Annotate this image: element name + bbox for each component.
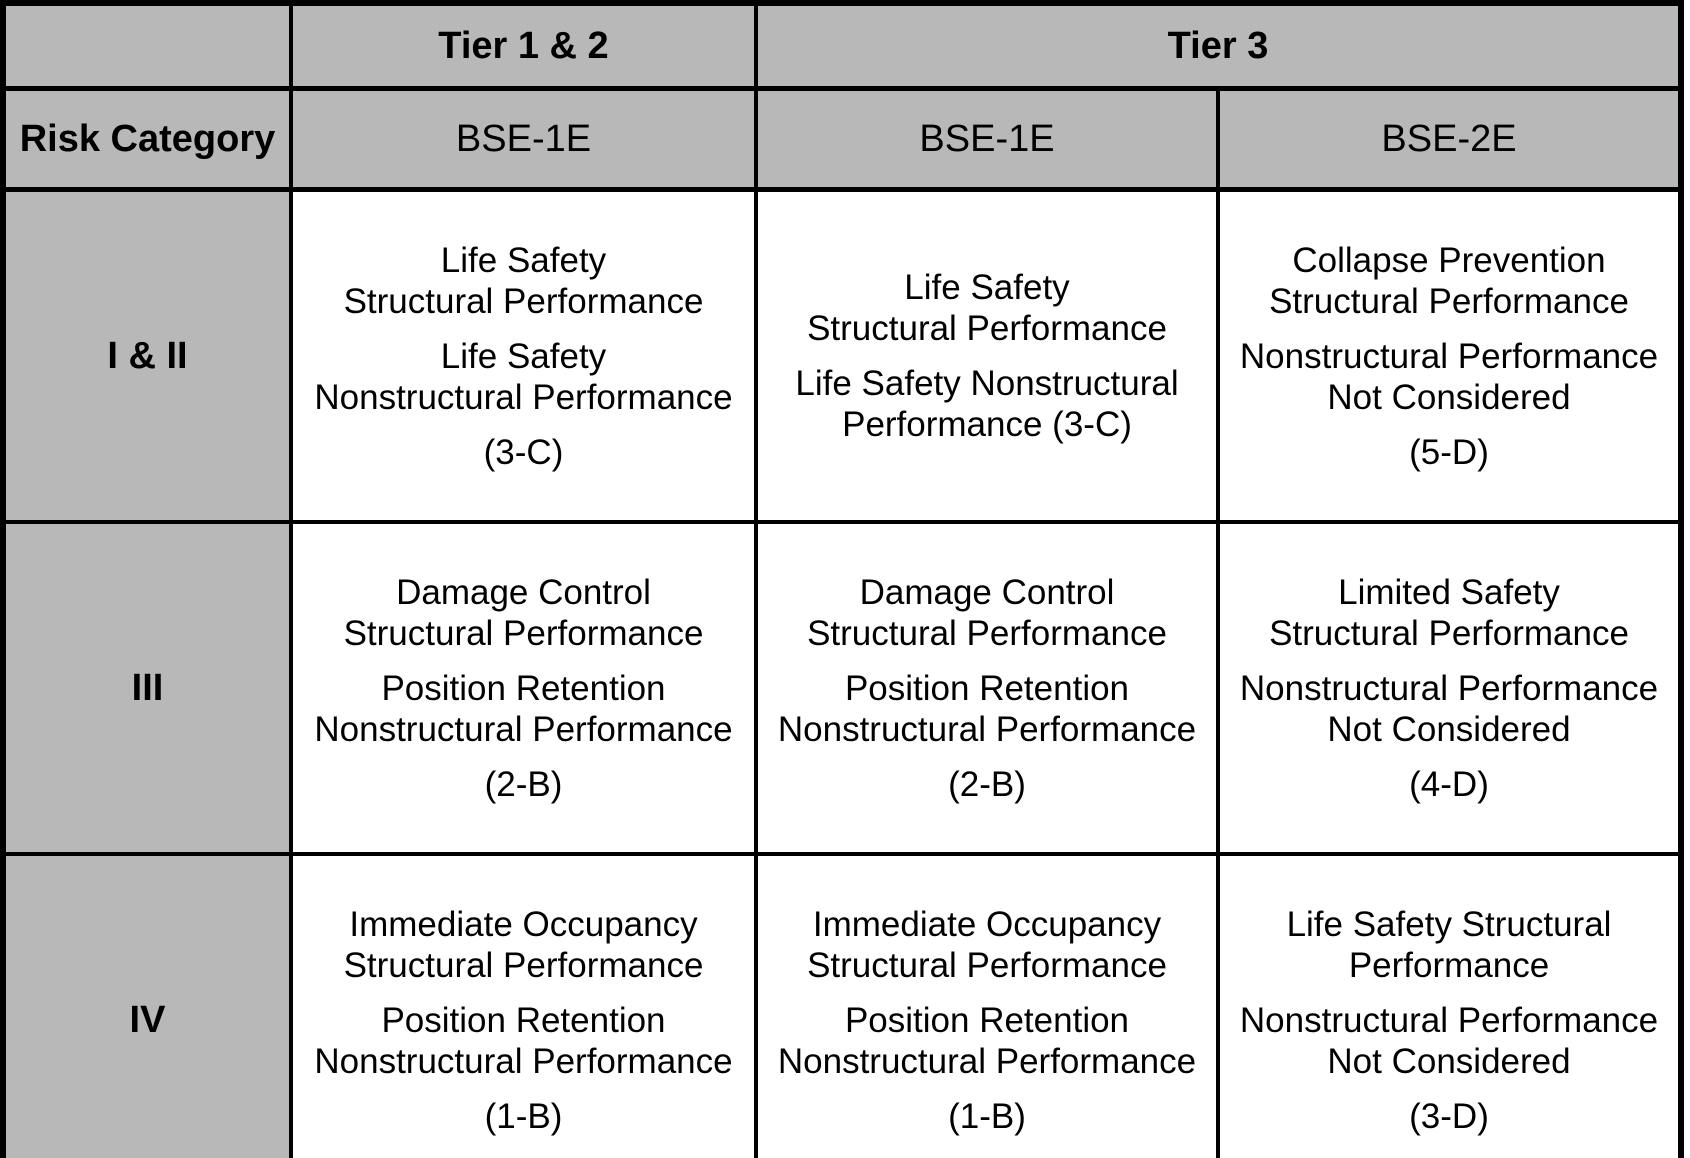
performance-code: (1-B) <box>484 1096 563 1136</box>
performance-text: Damage Control Structural Performance <box>807 572 1167 653</box>
cell-i-ii-tier3-bse2e: Collapse Prevention Structural Performan… <box>1215 187 1684 524</box>
table-row-risk-i-ii: I & II Life Safety Structural Performanc… <box>1 187 1684 524</box>
header-tier-3: Tier 3 <box>753 1 1684 91</box>
performance-code: (4-D) <box>1409 764 1489 804</box>
cell-iii-tier3-bse1e: Damage Control Structural Performance Po… <box>754 520 1220 856</box>
cell-iv-tier3-bse2e: Life Safety Structural Performance Nonst… <box>1215 852 1684 1158</box>
performance-text: Immediate Occupancy Structural Performan… <box>343 904 704 985</box>
performance-text: Position Retention Nonstructural Perform… <box>777 1000 1197 1081</box>
performance-text: Life Safety Structural Performance <box>807 268 1167 348</box>
table-row-risk-iii: III Damage Control Structural Performanc… <box>1 520 1684 856</box>
performance-text: Position Retention Nonstructural Perform… <box>777 668 1197 749</box>
performance-text: Life Safety Structural Performance <box>343 240 704 321</box>
header-row-hazard-levels: Risk Category BSE-1E BSE-1E BSE-2E <box>1 86 1684 192</box>
cell-iii-tier3-bse2e: Limited Safety Structural Performance No… <box>1215 520 1684 856</box>
corner-cell <box>1 1 293 91</box>
table-row-risk-iv: IV Immediate Occupancy Structural Perfor… <box>1 852 1684 1158</box>
performance-code: (1-B) <box>948 1096 1026 1136</box>
row-label-iv: IV <box>1 852 293 1158</box>
cell-i-ii-tier12-bse1e: Life Safety Structural Performance Life … <box>289 187 758 524</box>
cell-iv-tier12-bse1e: Immediate Occupancy Structural Performan… <box>289 852 758 1158</box>
performance-text: Nonstructural Performance Not Considered <box>1239 668 1659 749</box>
header-bse-1e-tier12: BSE-1E <box>289 86 758 192</box>
performance-text: Collapse Prevention Structural Performan… <box>1269 240 1629 321</box>
performance-code: (2-B) <box>484 764 563 804</box>
performance-text: Life Safety Structural Performance <box>1286 904 1612 985</box>
header-tier-1-2: Tier 1 & 2 <box>289 1 758 91</box>
performance-text: Limited Safety Structural Performance <box>1269 572 1629 653</box>
performance-code: (5-D) <box>1409 432 1489 472</box>
row-label-iii: III <box>1 520 293 856</box>
performance-code: (2-B) <box>948 764 1026 804</box>
performance-text: Damage Control Structural Performance <box>343 572 704 653</box>
performance-text: Nonstructural Performance Not Considered <box>1239 336 1659 417</box>
performance-code: (3-D) <box>1409 1096 1489 1136</box>
row-label-i-ii: I & II <box>1 187 293 524</box>
header-row-tiers: Tier 1 & 2 Tier 3 <box>1 1 1684 91</box>
performance-text: Nonstructural Performance Not Considered <box>1239 1000 1659 1081</box>
performance-text: Life Safety Nonstructural Performance <box>314 336 733 417</box>
cell-iii-tier12-bse1e: Damage Control Structural Performance Po… <box>289 520 758 856</box>
performance-text: Position Retention Nonstructural Perform… <box>314 1000 733 1081</box>
cell-i-ii-tier3-bse1e: Life Safety Structural Performance Life … <box>754 187 1220 524</box>
performance-code: (3-C) <box>483 432 564 472</box>
header-bse-1e-tier3: BSE-1E <box>754 86 1220 192</box>
performance-text: Position Retention Nonstructural Perform… <box>314 668 733 749</box>
performance-text: Life Safety Nonstructural Performance (3… <box>795 364 1179 444</box>
header-bse-2e-tier3: BSE-2E <box>1215 86 1684 192</box>
clipped-page-title: Basic Performance Objective for Existing… <box>470 0 1496 6</box>
header-risk-category: Risk Category <box>1 86 293 192</box>
cell-iv-tier3-bse1e: Immediate Occupancy Structural Performan… <box>754 852 1220 1158</box>
performance-text: Immediate Occupancy Structural Performan… <box>807 904 1167 985</box>
